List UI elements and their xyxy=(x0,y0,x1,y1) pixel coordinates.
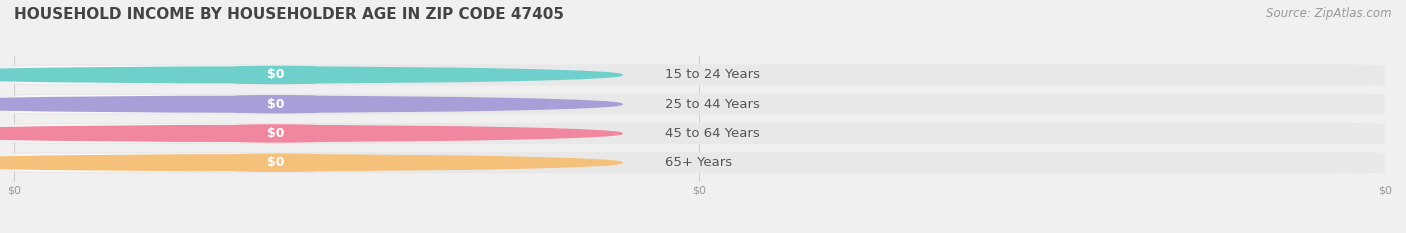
FancyBboxPatch shape xyxy=(14,154,309,172)
FancyBboxPatch shape xyxy=(14,123,1385,144)
FancyBboxPatch shape xyxy=(235,95,316,113)
Text: 15 to 24 Years: 15 to 24 Years xyxy=(665,69,761,82)
FancyBboxPatch shape xyxy=(14,66,309,84)
Circle shape xyxy=(0,96,621,112)
FancyBboxPatch shape xyxy=(14,94,1385,115)
Text: Source: ZipAtlas.com: Source: ZipAtlas.com xyxy=(1267,7,1392,20)
Circle shape xyxy=(0,155,621,171)
Text: 65+ Years: 65+ Years xyxy=(665,156,733,169)
FancyBboxPatch shape xyxy=(235,66,316,84)
FancyBboxPatch shape xyxy=(235,124,316,143)
FancyBboxPatch shape xyxy=(235,154,316,172)
FancyBboxPatch shape xyxy=(14,64,1385,86)
Circle shape xyxy=(0,126,621,141)
Text: $0: $0 xyxy=(267,127,284,140)
Text: 45 to 64 Years: 45 to 64 Years xyxy=(665,127,761,140)
Circle shape xyxy=(0,67,621,83)
FancyBboxPatch shape xyxy=(14,124,309,143)
Text: $0: $0 xyxy=(267,98,284,111)
Text: HOUSEHOLD INCOME BY HOUSEHOLDER AGE IN ZIP CODE 47405: HOUSEHOLD INCOME BY HOUSEHOLDER AGE IN Z… xyxy=(14,7,564,22)
FancyBboxPatch shape xyxy=(14,152,1385,173)
Text: $0: $0 xyxy=(267,156,284,169)
Text: 25 to 44 Years: 25 to 44 Years xyxy=(665,98,761,111)
FancyBboxPatch shape xyxy=(14,95,309,113)
Text: $0: $0 xyxy=(267,69,284,82)
